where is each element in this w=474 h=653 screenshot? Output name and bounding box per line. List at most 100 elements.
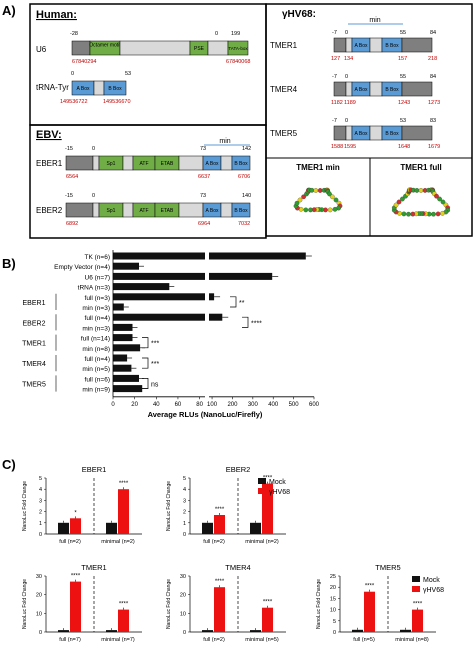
fc-0-ylabel: NanoLuc Fold Change [22,481,28,531]
fc-0-ytick-label: 3 [39,498,42,504]
legend-mock-swatch-2 [412,576,420,582]
tmer-0-c1: 134 [344,56,353,62]
fold-change-charts: EBER1 NanoLuc Fold Change 0 1 2 3 4 5 * full (n=2… [22,465,436,643]
u6-spacer2 [207,40,229,56]
sig-bracket [142,337,149,349]
u6-pos-end: 199 [231,31,240,37]
fc-2-sig: **** [71,574,81,580]
tmer-1-c3: 1273 [428,100,440,106]
bar [113,323,133,331]
group-label: TMER5 [22,382,46,389]
sig-label: ns [151,382,159,389]
tmer-0-p3: 84 [430,30,436,36]
row-label: min (n=9) [82,387,110,394]
bar [113,262,139,270]
tmer-0-segment-0 [333,37,347,53]
fc-4-title: TMER5 [375,563,400,572]
tmer-2-segment-5 [401,125,433,141]
eber2-segment-bbox [231,202,251,218]
min-nt [309,187,315,193]
legend-ghv-swatch-2 [412,586,420,592]
fc-0-ytick-label: 1 [39,521,42,527]
fc-3-sig: **** [263,600,273,606]
group-label: TMER1 [22,341,46,348]
fc-1-bar-0 [250,522,261,534]
full-nt [400,196,405,202]
tmer-0-label: TMER1 [270,41,298,50]
bar-upper [209,252,306,260]
row-label: min (n=3) [82,325,110,332]
full-nt [431,211,436,217]
tmer1-full-structure [391,187,451,217]
full-nt [435,211,441,217]
row-label: full (n=14) [81,336,110,343]
x-tick-label: 200 [227,402,238,408]
tmer-2-p0: -7 [332,118,337,124]
bar [113,385,143,393]
fc-1-bar-1 [214,515,225,534]
tmer-2-p2: 53 [400,118,406,124]
tmer-1-segment-5 [401,81,433,97]
fc-4-ytick-label: 20 [330,585,336,591]
human-title: Human: [36,9,77,21]
u6-label: U6 [36,45,47,54]
fc-2-ytick-label: 10 [36,611,42,617]
sig-label: *** [151,341,159,348]
min-nt [327,207,333,213]
min-nt [313,188,319,193]
fc-2-bar-1 [70,581,81,632]
tmer-1-bbox-label: B Box [385,87,399,93]
u6-coord-left: 67840294 [72,59,96,65]
fc-4-bar-1 [364,591,375,632]
eber2-pos-zero: 0 [92,193,95,199]
row-label: full (n=6) [85,376,110,383]
eber2-pos-start: -15 [65,193,73,199]
fc-1-title: EBER2 [226,465,251,474]
fc-2-ylabel: NanoLuc Fold Change [22,579,28,629]
fc-2-ytick-label: 0 [39,630,42,636]
x-tick-label: 100 [207,402,218,408]
bar [113,272,205,280]
min-nt [332,206,338,212]
fc-4-ytick-label: 10 [330,608,336,614]
eber1-coord-right: 6706 [238,174,250,180]
full-nt [406,211,411,217]
tmer-1-label: TMER4 [270,85,298,94]
fc-2-bar-0 [58,630,69,632]
tmer-0-abox-label: A Box [354,43,368,49]
fc-1-ytick-label: 4 [183,487,186,493]
sig-bracket [142,357,149,369]
fc-3-ytick-label: 20 [180,593,186,599]
tmer-0-c2: 157 [398,56,407,62]
fc-4-sig: **** [413,602,423,608]
fc-0-title: EBER1 [82,465,107,474]
tmer1-full-title: TMER1 full [400,163,441,172]
fc-3-cat-label: minimal (n=5) [245,637,279,643]
fc-1-ytick-label: 1 [183,521,186,527]
fc-0-ytick-label: 0 [39,532,42,538]
fc-1-sig: **** [215,507,225,513]
fc-4-cat-label: minimal (n=8) [395,637,429,643]
eber2-segment-0 [65,202,94,218]
eber2-segment-3 [122,202,134,218]
full-nt [414,188,420,193]
eber2-segment-1 [92,202,100,218]
legend-mock-swatch-1 [258,478,266,484]
fc-4-bar-0 [352,629,363,632]
tmer-1-abox-label: A Box [354,87,368,93]
u6-tata-label: TATA-box [228,46,248,51]
x-tick-label: 500 [289,402,300,408]
panel-c-label: C) [2,457,16,472]
tmer-0-segment-1 [345,37,353,53]
sig-bracket [242,316,249,328]
tmer-1-segment-3 [369,81,383,97]
fc-1-bar-1 [262,483,273,534]
fc-4-bar-0 [400,629,411,632]
fc-3-ytick-label: 0 [183,630,186,636]
eber2-pos-end: 140 [242,193,251,199]
fc-4-ylabel: NanoLuc Fold Change [316,579,322,629]
full-nt [437,196,442,202]
fc-1-bar-0 [202,522,213,534]
eber1-segment-6 [178,155,204,171]
